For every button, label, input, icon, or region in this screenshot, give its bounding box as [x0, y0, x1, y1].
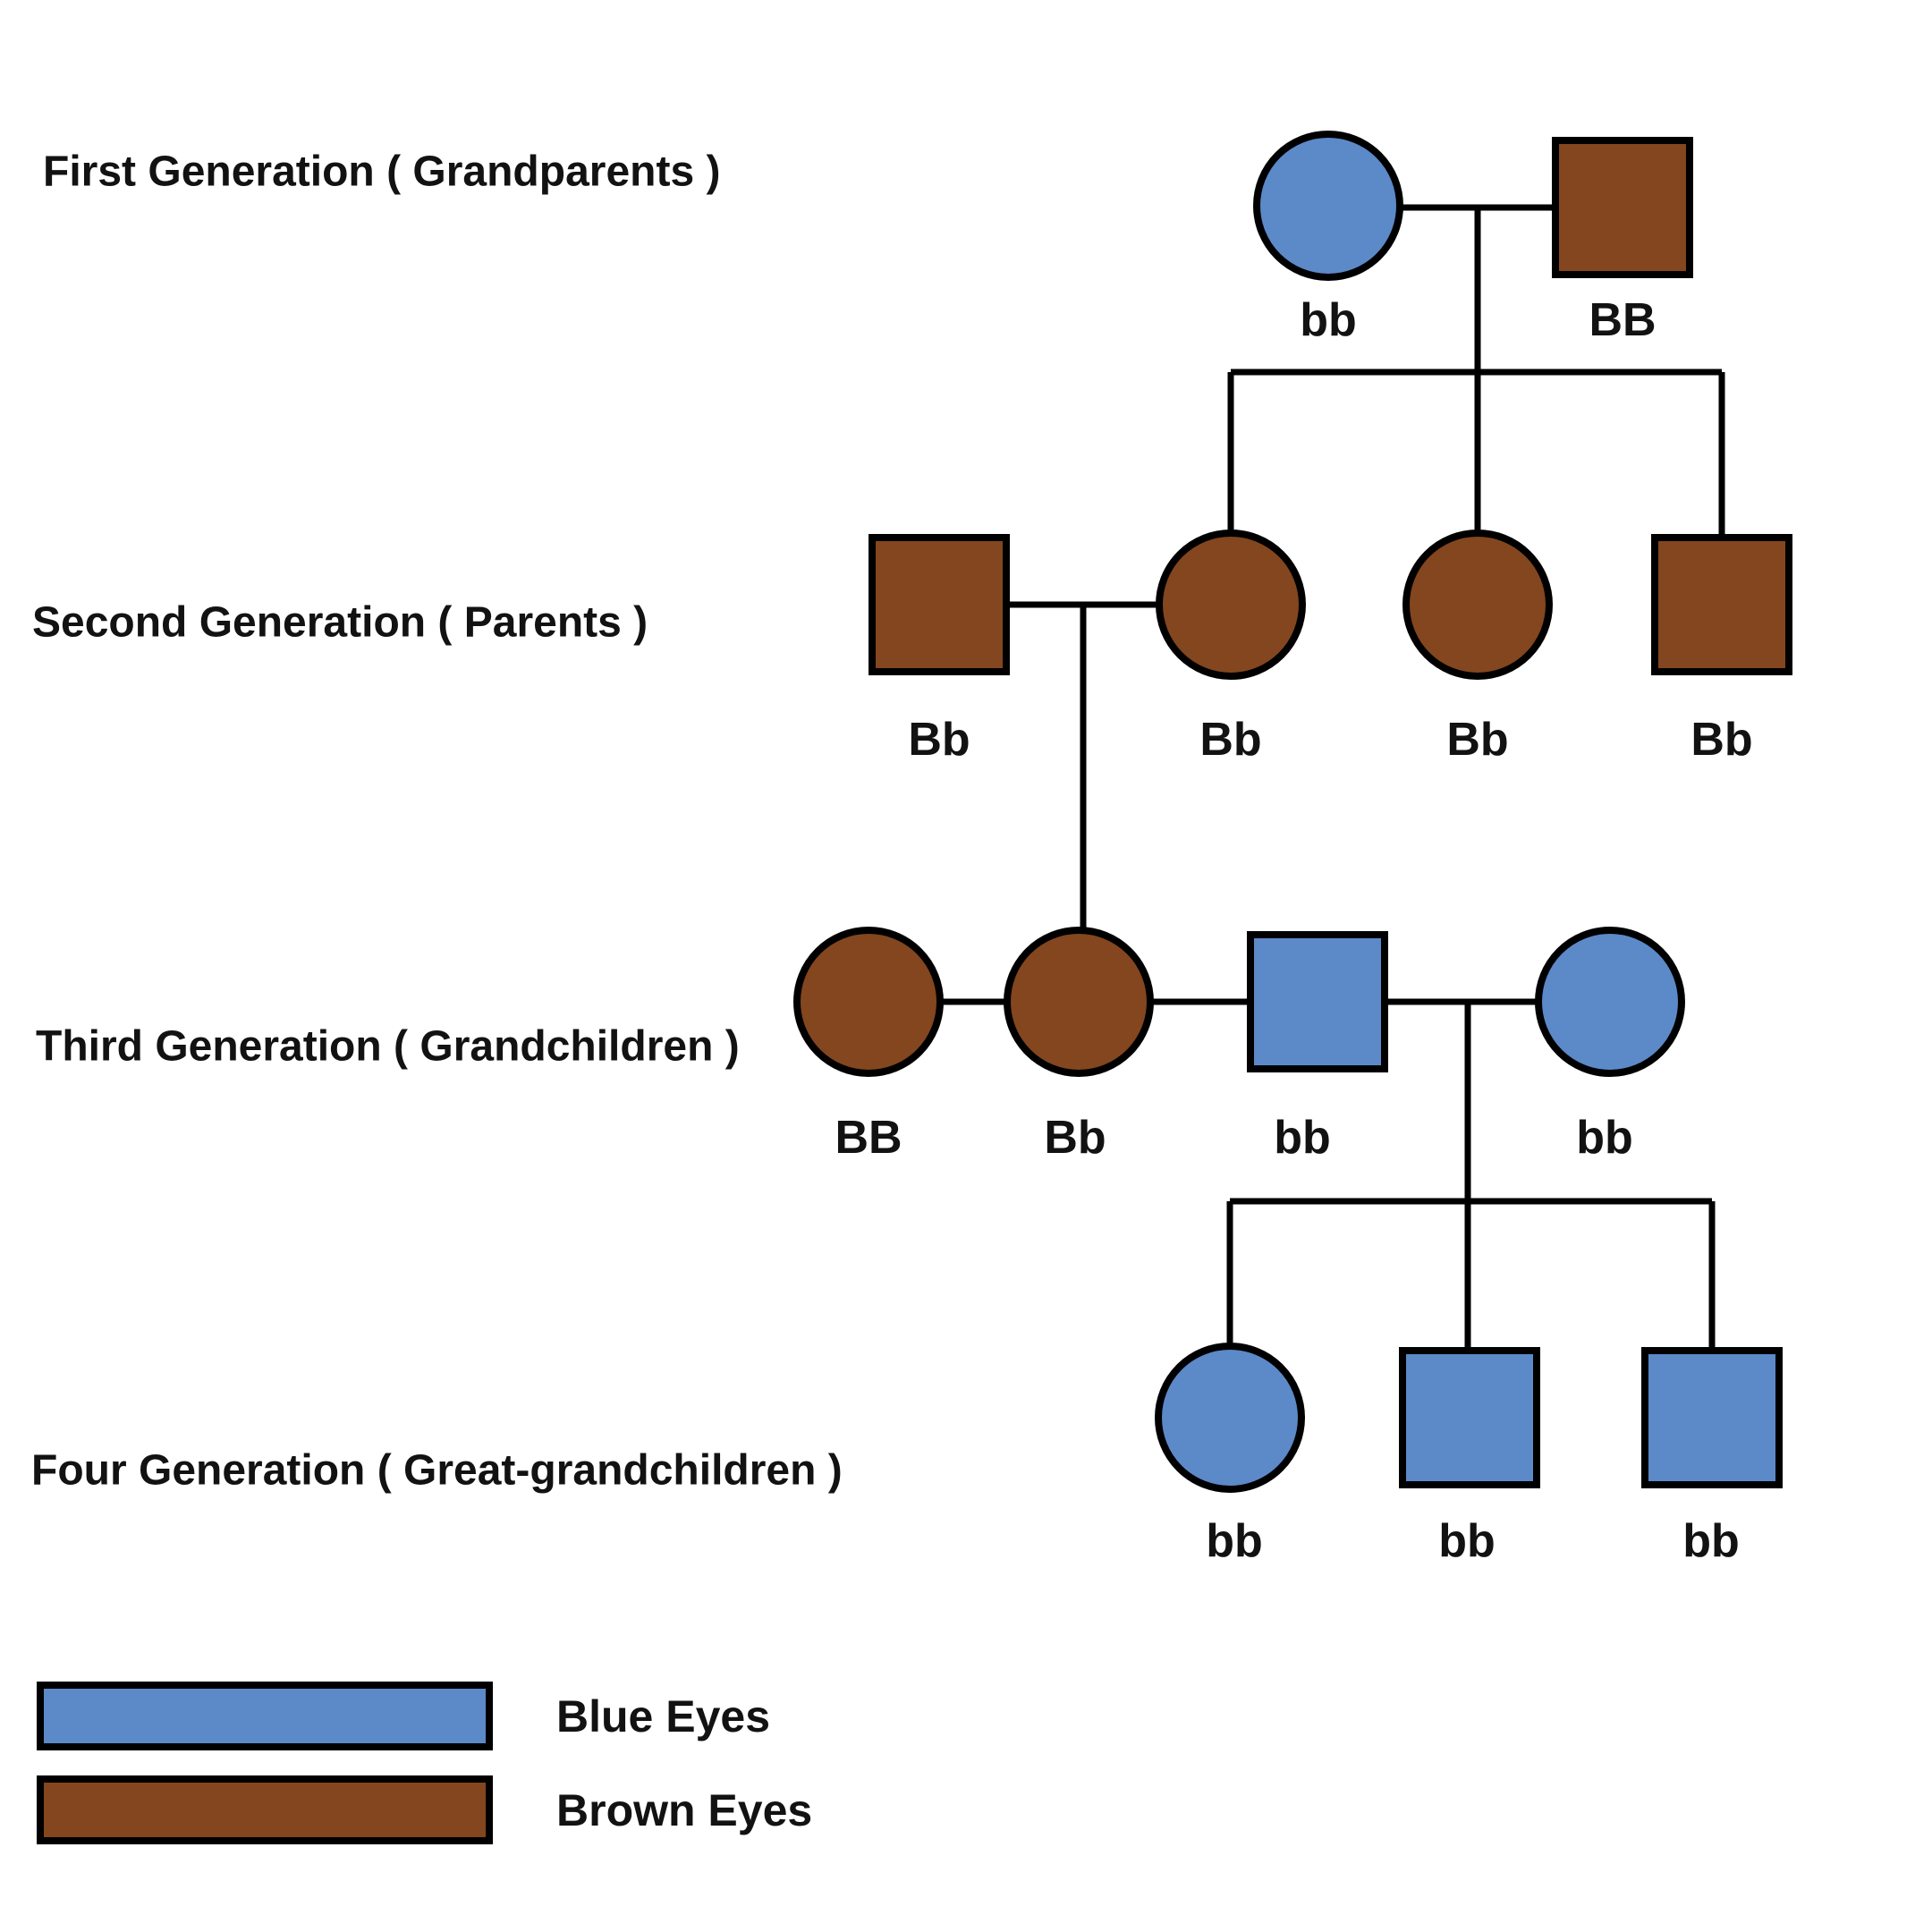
person-gen3-member-1 [793, 927, 944, 1077]
genotype-label-gen2-daughter-1: Bb [1199, 714, 1261, 766]
genotype-label-gen4-child-2: bb [1438, 1515, 1496, 1567]
person-gen2-daughter-1 [1156, 530, 1306, 680]
genotype-label-gen3-member-4: bb [1576, 1112, 1633, 1164]
individuals [793, 131, 1792, 1493]
legend-swatch-brown [37, 1775, 493, 1844]
person-gen1-grandfather [1552, 137, 1693, 278]
genotype-label-gen3-grandchild: Bb [1044, 1112, 1106, 1164]
genotype-label-gen2-spouse-male: Bb [908, 714, 970, 766]
person-gen1-grandmother [1253, 131, 1403, 281]
genotype-label-gen1-grandfather: BB [1589, 294, 1656, 346]
generation-label-1: First Generation ( Grandparents ) [43, 148, 720, 196]
person-gen4-child-2 [1399, 1347, 1540, 1488]
connector-lines [940, 204, 1725, 1351]
generation-label-4: Four Generation ( Great-grandchildren ) [31, 1447, 843, 1495]
person-gen3-member-4 [1535, 927, 1685, 1077]
genotype-label-gen2-daughter-2: Bb [1446, 714, 1508, 766]
person-gen2-spouse-male [869, 534, 1010, 675]
genotype-label-gen4-child-1: bb [1206, 1515, 1263, 1567]
person-gen2-son [1651, 534, 1792, 675]
generation-labels: First Generation ( Grandparents ) Second … [31, 148, 843, 1495]
genotype-label-gen3-member-3: bb [1274, 1112, 1331, 1164]
genotype-label-gen4-child-3: bb [1682, 1515, 1740, 1567]
genotype-label-gen3-member-1: BB [835, 1112, 902, 1164]
legend: Blue Eyes Brown Eyes [37, 1682, 812, 1844]
genotype-label-gen2-son: Bb [1690, 714, 1752, 766]
person-gen3-grandchild [1004, 927, 1154, 1077]
legend-swatch-blue [37, 1682, 493, 1750]
genotype-labels: bb BB Bb Bb Bb Bb BB Bb bb bb bb bb bb [835, 294, 1752, 1567]
person-gen3-member-3 [1247, 931, 1388, 1072]
generation-label-3: Third Generation ( Grandchildren ) [36, 1023, 740, 1071]
generation-label-2: Second Generation ( Parents ) [32, 599, 648, 647]
person-gen2-daughter-2 [1402, 530, 1553, 680]
person-gen4-child-3 [1641, 1347, 1783, 1488]
legend-label-brown: Brown Eyes [556, 1785, 812, 1835]
person-gen4-child-1 [1155, 1343, 1305, 1493]
genotype-label-gen1-grandmother: bb [1300, 294, 1357, 346]
legend-label-blue: Blue Eyes [556, 1691, 770, 1741]
